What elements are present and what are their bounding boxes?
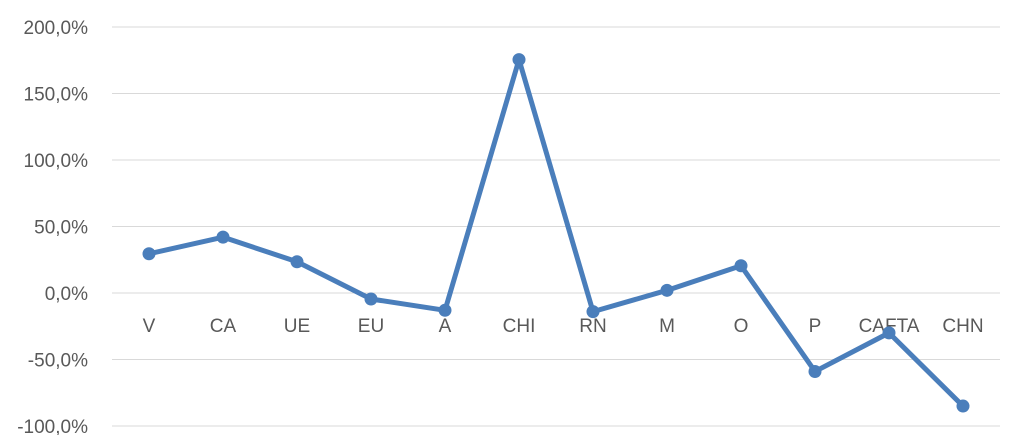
x-category-label: M bbox=[659, 316, 675, 337]
data-point bbox=[956, 399, 970, 413]
series-line bbox=[146, 57, 966, 409]
data-point bbox=[364, 292, 378, 306]
data-point bbox=[882, 326, 896, 340]
data-point bbox=[734, 259, 748, 273]
y-tick-label: 100,0% bbox=[24, 151, 89, 172]
data-point bbox=[512, 53, 526, 67]
y-tick-label: 50,0% bbox=[34, 218, 88, 239]
x-category-label: UE bbox=[284, 316, 310, 337]
x-category-label: CHN bbox=[942, 316, 983, 337]
x-category-label: P bbox=[809, 316, 822, 337]
data-point bbox=[142, 247, 156, 261]
y-tick-label: -50,0% bbox=[28, 351, 88, 372]
x-category-label: EU bbox=[358, 316, 384, 337]
y-tick-label: 200,0% bbox=[24, 18, 89, 39]
data-point bbox=[216, 230, 230, 244]
y-tick-label: 0,0% bbox=[45, 284, 88, 305]
y-tick-label: -100,0% bbox=[17, 417, 88, 435]
data-point bbox=[586, 305, 600, 319]
data-point bbox=[660, 283, 674, 297]
x-category-label: O bbox=[734, 316, 749, 337]
x-category-label: RN bbox=[579, 316, 606, 337]
data-point bbox=[808, 364, 822, 378]
x-category-label: CHI bbox=[503, 316, 536, 337]
x-category-label: CA bbox=[210, 316, 237, 337]
x-category-label: V bbox=[143, 316, 156, 337]
x-category-label: A bbox=[439, 316, 452, 337]
data-point bbox=[290, 255, 304, 269]
data-point bbox=[438, 303, 452, 317]
y-tick-label: 150,0% bbox=[24, 85, 89, 106]
